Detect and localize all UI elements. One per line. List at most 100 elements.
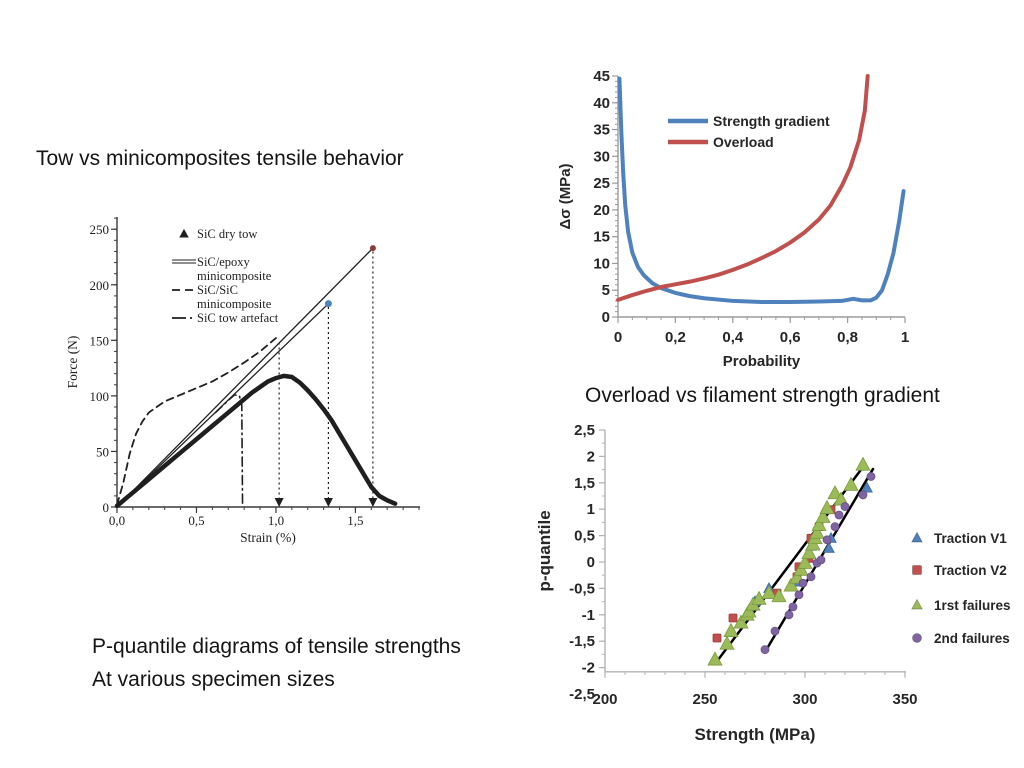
- legend-label: SiC dry tow: [197, 227, 257, 241]
- x-tick-label: 350: [892, 691, 917, 708]
- data-point-triangle: [827, 485, 843, 500]
- data-point-circle: [830, 522, 840, 532]
- data-point-circle: [784, 610, 794, 620]
- data-point-circle: [760, 645, 770, 655]
- data-point-square: [728, 613, 738, 623]
- y-tick-label: -1,5: [569, 633, 595, 650]
- data-point-triangle: [815, 508, 831, 523]
- data-point-triangle: [707, 651, 723, 666]
- legend-label: SiC/epoxy minicomposite: [197, 255, 272, 283]
- caption-p-quantile-line1: P-quantile diagrams of tensile strengths: [92, 635, 461, 658]
- x-tick-label: 250: [692, 691, 717, 708]
- data-point-triangle: [761, 584, 777, 599]
- y-tick-label: 45: [593, 68, 610, 85]
- data-point-circle: [788, 602, 798, 612]
- data-point-triangle: [771, 588, 787, 603]
- data-point-square: [712, 633, 722, 643]
- y-tick-label: 20: [593, 202, 610, 219]
- data-point-triangle: [719, 635, 735, 650]
- data-point-circle: [866, 472, 876, 481]
- legend-label: SiC tow artefact: [197, 311, 279, 325]
- data-point-circle: [770, 626, 780, 636]
- legend-triangle-marker: [911, 531, 923, 543]
- legend-label: 2nd failures: [934, 631, 1010, 646]
- y-tick-label: 0: [587, 554, 595, 571]
- force-strain-chart: 0,0 0,5 1,0 1,5 0 50 100 150 200 250 Strain (%) For…: [65, 217, 420, 545]
- y-tick-label: 200: [90, 278, 110, 293]
- x-axis-label: Strain (%): [240, 530, 296, 545]
- data-point-circle: [806, 572, 816, 582]
- x-axis-label: Probability: [723, 353, 801, 370]
- series-line: [116, 247, 374, 508]
- y-tick-label: 0,5: [574, 528, 595, 545]
- x-tick-label: 1: [901, 329, 909, 346]
- x-tick-label: 200: [592, 691, 617, 708]
- x-tick-label: 0,2: [665, 329, 686, 346]
- x-axis-label: Strength (MPa): [695, 725, 816, 744]
- data-point-triangle: [741, 603, 757, 618]
- y-tick-label: 25: [593, 175, 610, 192]
- legend-label: 1rst failures: [934, 598, 1011, 613]
- data-point-circle: [834, 510, 844, 520]
- data-point-circle: [816, 555, 826, 565]
- caption-overload-vs-gradient: Overload vs filament strength gradient: [585, 384, 940, 407]
- data-point-triangle: [809, 524, 825, 539]
- y-tick-label: 1: [587, 501, 595, 518]
- y-axis-label: Force (N): [65, 336, 80, 389]
- y-tick-label: -1: [582, 607, 595, 624]
- y-tick-label: -2,5: [569, 686, 595, 703]
- legend-label: Overload: [713, 134, 774, 150]
- caption-tow-vs-minicomposites: Tow vs minicomposites tensile behavior: [36, 147, 404, 170]
- y-tick-label: 250: [90, 222, 110, 237]
- y-tick-label: 5: [602, 282, 610, 299]
- data-point-triangle: [819, 499, 835, 514]
- x-tick-label: 0: [614, 329, 622, 346]
- x-tick-label: 0,4: [722, 329, 744, 346]
- y-tick-label: 2: [587, 448, 595, 465]
- series-end-dot: [369, 245, 376, 252]
- y-tick-label: 35: [593, 122, 610, 139]
- x-tick-label: 1,5: [347, 513, 363, 528]
- x-tick-label: 1,0: [268, 513, 284, 528]
- x-tick-label: 0,6: [780, 329, 801, 346]
- series-end-dot: [324, 300, 332, 308]
- caption-p-quantile-line2: At various specimen sizes: [92, 668, 335, 691]
- data-point-triangle: [797, 554, 813, 569]
- series-line: [616, 74, 870, 302]
- y-tick-label: 100: [90, 389, 110, 404]
- y-tick-label: -0,5: [569, 580, 595, 597]
- y-axis-label: Δσ (MPa): [557, 163, 574, 229]
- data-point-triangle: [723, 622, 739, 637]
- data-point-triangle: [733, 614, 749, 629]
- y-tick-label: 50: [96, 444, 109, 459]
- annotation-arrowhead: [368, 498, 378, 507]
- data-point-circle: [798, 578, 808, 588]
- y-tick-label: 150: [90, 333, 110, 348]
- data-point-triangle: [843, 476, 859, 491]
- x-tick-label: 0,0: [109, 513, 125, 528]
- data-point-triangle: [783, 577, 799, 592]
- legend-triangle-marker: [911, 598, 923, 610]
- series-line: [617, 76, 906, 305]
- y-axis-label: p-quantile: [535, 510, 554, 591]
- data-point-triangle: [861, 481, 873, 493]
- data-point-circle: [858, 490, 868, 500]
- y-tick-label: 15: [593, 229, 610, 246]
- p-quantile-chart: 200 250 300 350 2,5 2 1,5 1 0,5 0 -0,5 -1 -1,5 -2 -2,5…: [535, 422, 1011, 744]
- legend-label: SiC/SiC minicomposite: [197, 283, 272, 311]
- y-tick-label: -2: [582, 660, 595, 677]
- x-tick-label: 300: [792, 691, 817, 708]
- y-tick-label: 0: [103, 500, 110, 515]
- x-tick-label: 0,5: [188, 513, 204, 528]
- data-point-circle: [840, 502, 850, 511]
- legend-label: Traction V2: [934, 563, 1007, 578]
- y-tick-label: 1,5: [574, 475, 595, 492]
- data-point-circle: [822, 535, 832, 545]
- y-tick-label: 2,5: [574, 422, 595, 439]
- data-point-triangle: [801, 544, 817, 559]
- series-line: [214, 393, 244, 508]
- legend-square-marker: [912, 565, 922, 575]
- y-tick-label: 40: [593, 95, 610, 112]
- legend-circle-marker: [912, 633, 922, 643]
